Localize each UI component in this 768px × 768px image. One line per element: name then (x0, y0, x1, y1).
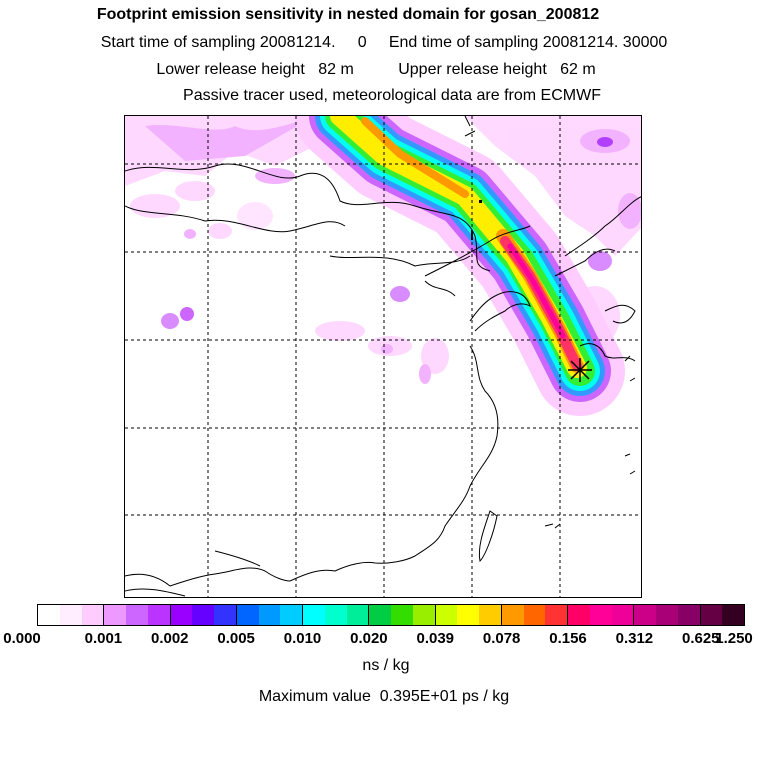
footprint-map (124, 115, 642, 598)
marker-bar (471, 230, 473, 240)
color-scale-segment (501, 605, 524, 625)
unit-label: ns / kg (362, 657, 410, 674)
color-scale-segment (258, 605, 281, 625)
color-scale-tick-label: 0.020 (350, 630, 388, 647)
color-scale-segment (192, 605, 214, 625)
color-scale-tick-label: 0.002 (150, 630, 189, 647)
color-scale-segment (59, 605, 82, 625)
color-scale-tick-label: 0.039 (416, 630, 455, 647)
sampling-time-line: Start time of sampling 20081214. 0 End t… (100, 34, 668, 51)
coastlines (125, 116, 641, 597)
color-scale-bar (37, 604, 745, 626)
map-title: Footprint emission sensitivity in nested… (96, 6, 600, 23)
color-scale-segment (457, 605, 479, 625)
color-scale-segment (677, 605, 701, 625)
color-scale-segment (722, 605, 744, 625)
color-scale-segment (369, 605, 391, 625)
color-scale-ticks: 0.000 0.001 0.002 0.005 0.010 0.020 0.039 0.078… (0, 630, 768, 650)
color-scale-segment (589, 605, 612, 625)
color-scale-segment (170, 605, 193, 625)
color-scale-segment (523, 605, 546, 625)
map-canvas (125, 116, 641, 597)
color-scale-segment (568, 605, 590, 625)
tracer-info-line: Passive tracer used, meteorological data… (183, 87, 601, 104)
graticule (125, 116, 641, 597)
color-scale-tick-label: 0.005 (217, 630, 255, 647)
color-scale-segment (346, 605, 370, 625)
color-scale-tick-label: 0.000 (3, 630, 41, 647)
color-scale-segment (104, 605, 126, 625)
color-scale-segment (236, 605, 259, 625)
emission-plume (295, 116, 625, 416)
color-scale-segment (634, 605, 656, 625)
color-scale-segment (435, 605, 458, 625)
color-scale-tick-label: 0.001 (84, 630, 123, 647)
color-scale-segment (412, 605, 436, 625)
color-scale-segment (700, 605, 723, 625)
color-scale-tick-label: 1.250 (715, 630, 753, 647)
color-scale-tick-label: 0.625 (681, 630, 720, 647)
color-scale-segment (147, 605, 171, 625)
marker-dot (479, 200, 482, 203)
color-scale-segment (324, 605, 347, 625)
color-scale-segment (214, 605, 237, 625)
maximum-value-label: Maximum value 0.395E+01 ps / kg (258, 688, 510, 705)
color-scale-segment (280, 605, 303, 625)
color-scale-tick-label: 0.010 (283, 630, 322, 647)
color-scale-segment (81, 605, 105, 625)
color-scale-segment (479, 605, 502, 625)
color-scale-segment (38, 605, 60, 625)
color-scale-segment (656, 605, 678, 625)
color-scale-tick-label: 0.156 (549, 630, 587, 647)
release-height-line: Lower release height 82 m Upper release … (156, 61, 596, 78)
color-scale-segment (126, 605, 148, 625)
color-scale-segment (545, 605, 568, 625)
color-scale-segment (391, 605, 413, 625)
color-scale-tick-label: 0.312 (615, 630, 654, 647)
star-cross-icon (568, 358, 592, 382)
color-scale-tick-label: 0.078 (482, 630, 521, 647)
color-scale-segment (611, 605, 635, 625)
color-scale-segment (303, 605, 325, 625)
